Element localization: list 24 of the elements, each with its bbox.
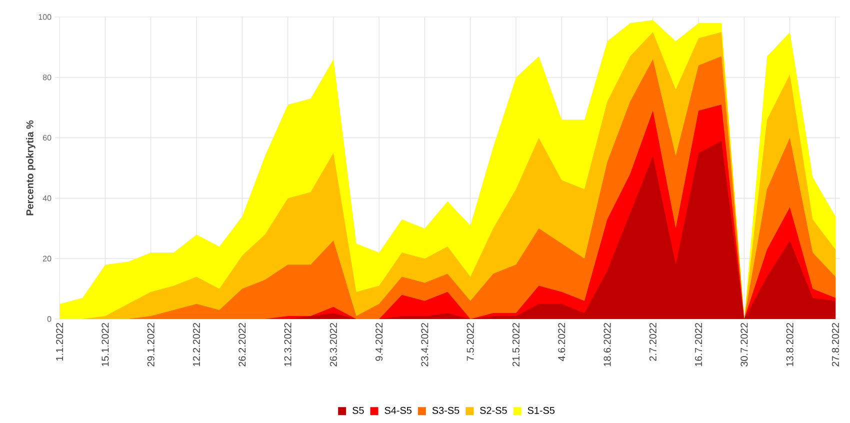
x-tick-label: 12.3.2022: [284, 323, 292, 366]
x-tick-label: 27.8.2022: [832, 323, 839, 366]
x-tick-label: 13.8.2022: [786, 323, 794, 366]
legend-label: S3-S5: [432, 406, 460, 414]
x-tick-label: 18.6.2022: [604, 323, 611, 366]
y-axis-title: Percento pokrytia %: [26, 120, 36, 216]
legend-label: S4-S5: [384, 406, 412, 414]
x-tick-label: 21.5.2022: [512, 323, 520, 366]
x-tick-label: 15.1.2022: [102, 323, 109, 366]
x-tick-label: 7.5.2022: [466, 323, 474, 361]
x-tick-label: 26.2.2022: [238, 323, 246, 366]
x-tick-label: 1.1.2022: [56, 323, 64, 361]
x-tick-label: 12.2.2022: [192, 323, 200, 366]
x-tick-label: 4.6.2022: [558, 323, 566, 362]
x-tick-label: 26.3.2022: [330, 323, 337, 366]
x-tick-label: 23.4.2022: [421, 323, 428, 366]
x-tick-label: 30.7.2022: [740, 323, 748, 366]
x-tick-label: 2.7.2022: [649, 323, 656, 361]
legend-label: S5: [352, 406, 364, 414]
x-tick-label: 16.7.2022: [695, 323, 702, 366]
x-tick-label: 9.4.2022: [376, 323, 383, 361]
legend-label: S2-S5: [480, 406, 507, 414]
x-tick-label: 29.1.2022: [147, 323, 154, 366]
legend-label: S1-S5: [528, 406, 555, 414]
